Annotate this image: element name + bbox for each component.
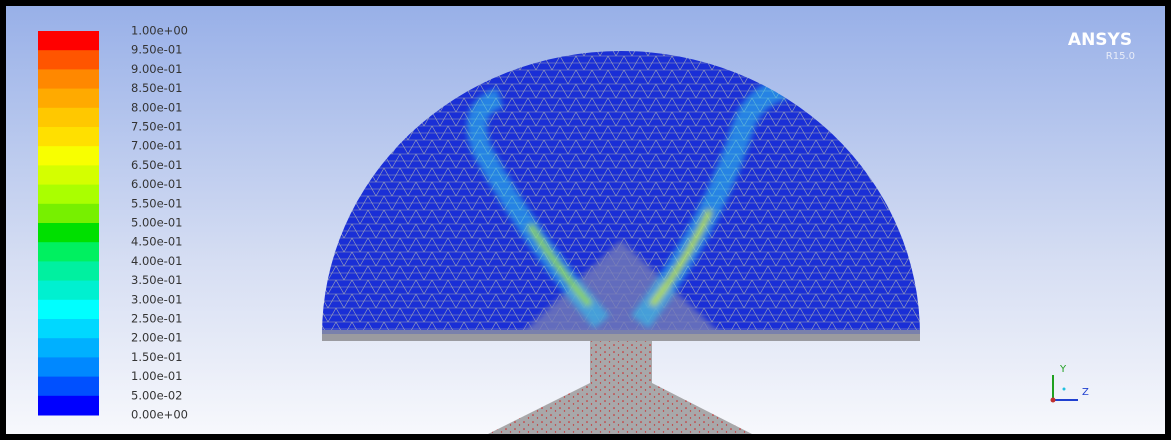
legend-label: 5.00e-02 [131,388,182,402]
base-mesh [322,330,920,334]
legend-label: 7.50e-01 [131,120,182,134]
legend-label: 2.00e-01 [131,331,182,345]
base-plate [322,330,920,341]
brand-version: R15.0 [1106,51,1135,62]
legend-label: 0.00e+00 [131,408,188,422]
legend-label: 3.00e-01 [131,292,182,306]
legend-swatch [38,395,99,416]
legend-label: 1.50e-01 [131,350,182,364]
legend-swatch [38,319,99,339]
legend-swatch [38,127,99,147]
legend-label: 4.00e-01 [131,254,182,268]
legend-swatch [38,31,99,51]
legend-label: 6.00e-01 [131,177,182,191]
legend-label: 3.50e-01 [131,273,182,287]
legend-label: 8.50e-01 [131,81,182,95]
color-legend: 1.00e+00 9.50e-01 9.00e-01 8.50e-01 8.00e-01… [38,24,188,422]
legend-swatch [38,338,99,358]
legend-label: 9.00e-01 [131,62,182,76]
legend-label: 1.00e-01 [131,369,182,383]
legend-label: 5.50e-01 [131,196,182,210]
legend-label: 1.00e+00 [131,24,188,38]
legend-swatch [38,50,99,70]
legend-label: 8.00e-01 [131,100,182,114]
legend-label: 7.00e-01 [131,139,182,153]
axis-y-label: Y [1059,364,1067,375]
legend-swatch [38,242,99,262]
legend-swatch [38,69,99,90]
legend-label: 4.50e-01 [131,235,182,249]
brand-name: ANSYS [1068,30,1132,50]
legend-swatch [38,184,99,205]
legend-swatch [38,107,99,128]
legend-label: 2.50e-01 [131,312,182,326]
legend-label: 6.50e-01 [131,158,182,172]
legend-swatch [38,223,99,243]
plume [466,77,789,329]
legend-swatch [38,357,99,378]
legend-swatch [38,203,99,224]
legend-swatch [38,88,99,109]
legend-swatch [38,299,99,320]
legend-swatch [38,146,99,166]
legend-swatch [38,376,99,397]
axis-z-label: Z [1082,387,1089,398]
legend-swatch [38,280,99,301]
axis-triad: Y Z [1050,364,1089,403]
inlet-region [488,341,752,434]
legend-label: 9.50e-01 [131,43,182,57]
legend-label: 5.00e-01 [131,216,182,230]
legend-swatch [38,165,99,186]
legend-swatch [38,261,99,282]
